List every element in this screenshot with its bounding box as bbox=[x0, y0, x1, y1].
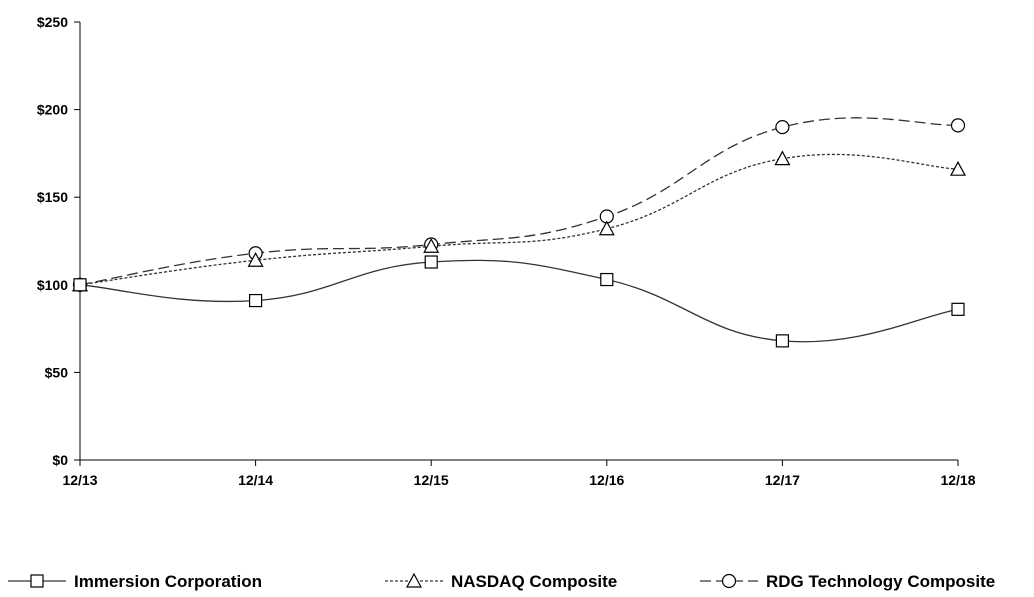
square-marker bbox=[424, 255, 438, 269]
x-tick-label: 12/14 bbox=[238, 472, 273, 488]
x-tick-label: 12/15 bbox=[414, 472, 449, 488]
legend-label: Immersion Corporation bbox=[74, 572, 262, 591]
legend-square-marker bbox=[30, 574, 44, 588]
legend-label: RDG Technology Composite bbox=[766, 572, 995, 591]
series-line bbox=[79, 153, 959, 286]
series-line bbox=[79, 117, 959, 286]
square-marker bbox=[600, 272, 614, 287]
circle-marker bbox=[950, 118, 966, 133]
series-markers bbox=[71, 118, 967, 348]
y-tick-label: $250 bbox=[37, 14, 68, 30]
legend-item: RDG Technology Composite bbox=[700, 572, 995, 591]
y-tick-label: $150 bbox=[37, 189, 68, 205]
legend-item: Immersion Corporation bbox=[8, 572, 262, 591]
y-axis-ticks: $0 $50 $100 $150 $200 $250 bbox=[37, 14, 80, 468]
triangle-marker bbox=[247, 252, 264, 267]
square-marker bbox=[249, 293, 263, 308]
series-line bbox=[79, 259, 959, 343]
legend-item: NASDAQ Composite bbox=[385, 572, 617, 591]
x-tick-label: 12/17 bbox=[765, 472, 800, 488]
y-tick-label: $50 bbox=[45, 364, 69, 380]
square-marker bbox=[73, 278, 87, 292]
y-tick-label: $100 bbox=[37, 277, 68, 293]
triangle-marker bbox=[774, 150, 791, 166]
legend: Immersion Corporation NASDAQ Composite RDG… bbox=[8, 572, 995, 591]
triangle-marker bbox=[423, 237, 440, 253]
triangle-marker bbox=[949, 160, 967, 176]
circle-marker bbox=[775, 120, 790, 135]
x-tick-label: 12/16 bbox=[589, 472, 624, 488]
legend-circle-marker bbox=[721, 573, 737, 589]
legend-triangle-marker bbox=[405, 572, 423, 588]
square-marker bbox=[775, 334, 790, 348]
square-marker bbox=[951, 302, 965, 316]
y-tick-label: $200 bbox=[37, 102, 68, 118]
x-tick-label: 12/18 bbox=[940, 472, 975, 488]
x-axis-ticks: 12/13 12/14 12/15 12/16 12/17 12/18 bbox=[62, 460, 976, 488]
triangle-marker bbox=[598, 220, 615, 236]
series-lines bbox=[79, 117, 959, 343]
x-tick-label: 12/13 bbox=[62, 472, 97, 488]
legend-label: NASDAQ Composite bbox=[451, 572, 617, 591]
y-tick-label: $0 bbox=[52, 452, 68, 468]
